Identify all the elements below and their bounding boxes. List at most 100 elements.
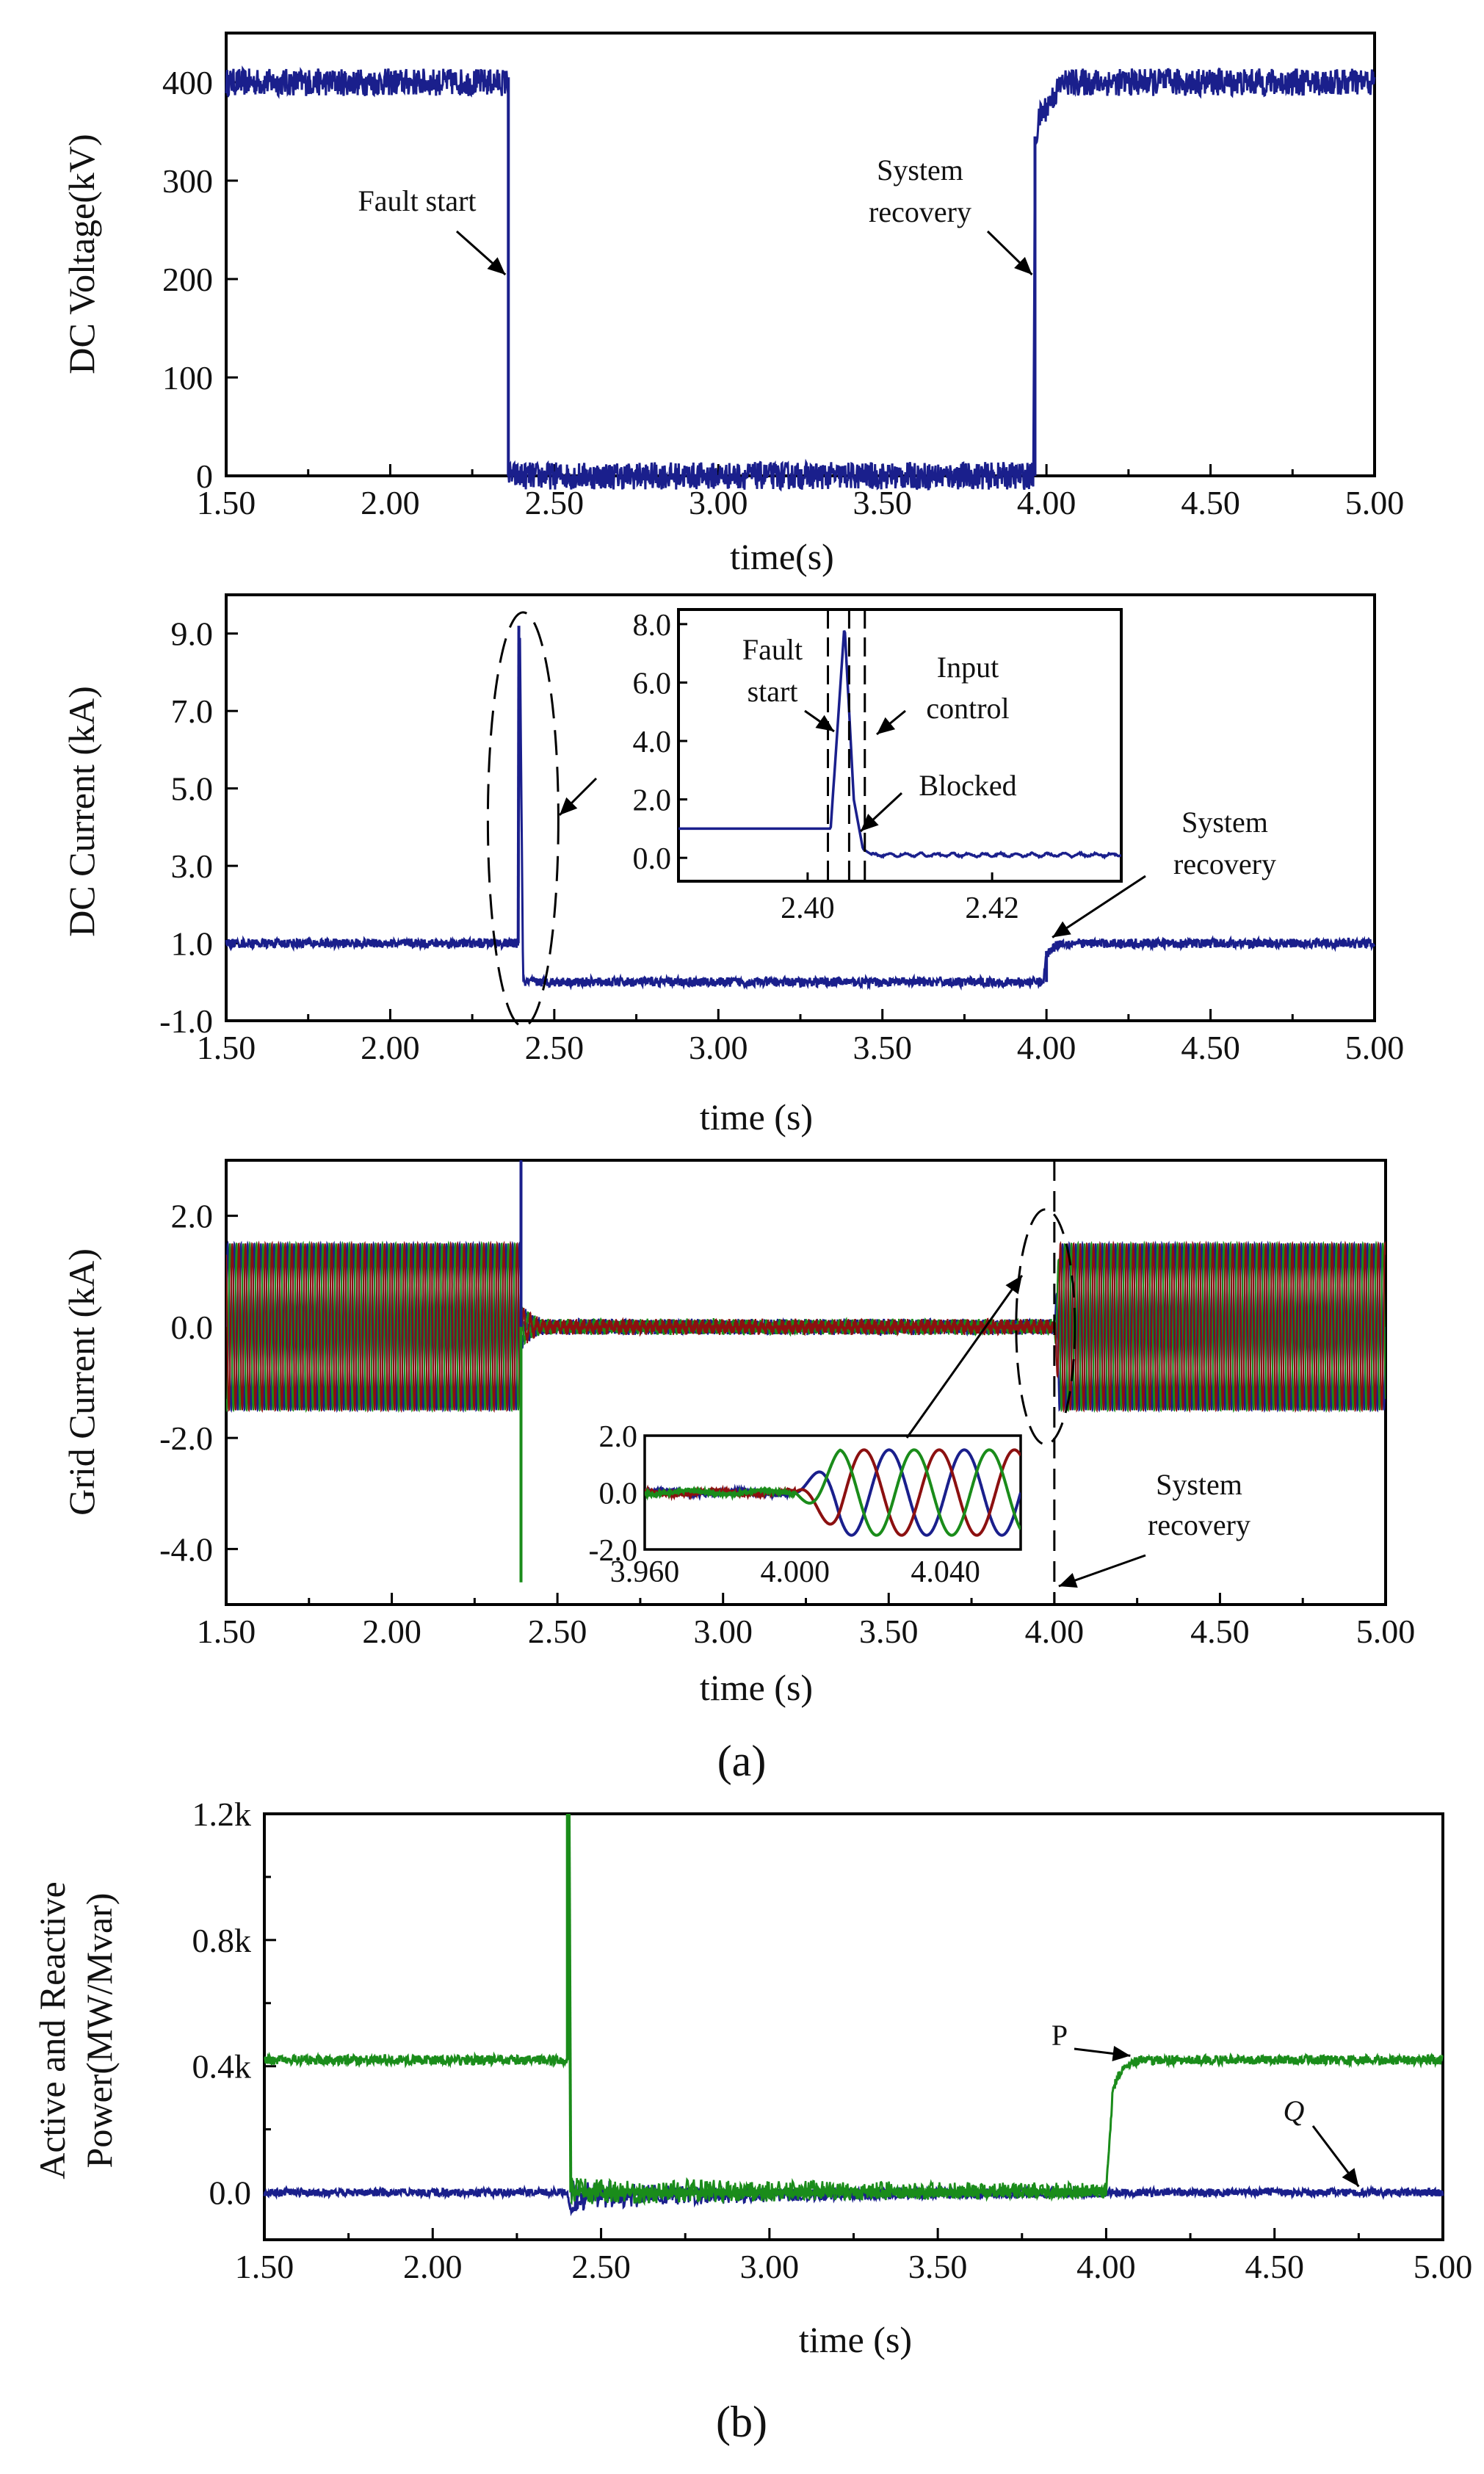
annotation-recovery-1: System bbox=[877, 153, 963, 187]
arrow-to-inset-head bbox=[1005, 1275, 1022, 1295]
x-tick-label: 3.50 bbox=[853, 1029, 912, 1066]
x-tick-label: 4.00 bbox=[1017, 1029, 1076, 1066]
sublabel-b: (b) bbox=[716, 2398, 767, 2446]
x-tick-label: 2.00 bbox=[362, 1613, 421, 1650]
x-tick-label: 1.50 bbox=[197, 1029, 256, 1066]
x-tick-label: 4.00 bbox=[1076, 2248, 1136, 2285]
inset-ann-fault-2: start bbox=[748, 675, 798, 708]
arrow-p-head bbox=[1112, 2045, 1131, 2062]
panel-p1: 1.50 2.00 2.50 3.00 3.50 4.00 4.50 5.00 0 100 200 3… bbox=[61, 32, 1405, 577]
inset-y-tick-label: 6.0 bbox=[633, 667, 672, 701]
y-tick-label: -2.0 bbox=[159, 1419, 213, 1457]
annotation-p: P bbox=[1052, 2019, 1068, 2052]
annotation-recovery-2: recovery bbox=[1148, 1508, 1250, 1541]
plot-frame bbox=[263, 1812, 1444, 2241]
x-tick-label: 3.50 bbox=[908, 2248, 968, 2285]
x-tick-label: 4.50 bbox=[1190, 1613, 1250, 1650]
x-axis-label: time (s) bbox=[799, 2319, 912, 2360]
sublabel-a: (a) bbox=[717, 1737, 767, 1785]
x-tick-label: 4.00 bbox=[1017, 484, 1076, 521]
arrow-recovery-head bbox=[1058, 1573, 1078, 1588]
x-tick-label: 3.00 bbox=[740, 2248, 800, 2285]
y-axis-label-2: Power(MW/Mvar) bbox=[79, 1893, 120, 2169]
panel-p4: 1.50 2.00 2.50 3.00 3.50 4.00 4.50 5.00 0.0 0.4k 0… bbox=[32, 1795, 1472, 2446]
y-axis-label: DC Current (kA) bbox=[61, 686, 102, 937]
inset-dc-current-line bbox=[678, 630, 1122, 860]
y-tick-label: 0.4k bbox=[192, 2048, 252, 2086]
dc-voltage-line bbox=[225, 65, 1376, 492]
inset-grid-current: -2.0 0.0 2.0 3.960 4.000 4.040 bbox=[589, 1420, 1022, 1589]
arrow-recovery-shaft bbox=[1052, 875, 1146, 938]
inset-y-tick-label: 4.0 bbox=[633, 726, 672, 759]
p-spike-fall bbox=[568, 1813, 573, 2193]
x-tick-label: 3.50 bbox=[853, 484, 912, 521]
plot-frame bbox=[225, 32, 1376, 477]
inset-x-tick-label: 3.960 bbox=[610, 1555, 680, 1589]
y-tick-label: -4.0 bbox=[159, 1530, 213, 1568]
x-tick-label: 1.50 bbox=[197, 1613, 256, 1650]
annotation-recovery-2: recovery bbox=[869, 195, 971, 228]
inset-arrow-fault-head bbox=[815, 715, 834, 731]
y-tick-label: 3.0 bbox=[171, 847, 214, 885]
arrow-q-head bbox=[1342, 2168, 1359, 2187]
y-tick-label: 1.2k bbox=[192, 1795, 252, 1833]
inset-dc-current: 0.0 2.0 4.0 6.0 8.0 2.40 2.42 Fault start Input co… bbox=[633, 608, 1123, 925]
grid-current-phase-c bbox=[226, 1240, 1386, 1413]
inset-x-tick-label: 4.040 bbox=[911, 1555, 980, 1589]
x-tick-label: 4.00 bbox=[1025, 1613, 1085, 1650]
x-tick-label: 5.00 bbox=[1356, 1613, 1416, 1650]
annotation-recovery-2: recovery bbox=[1173, 847, 1276, 880]
inset-y-tick-label: 2.0 bbox=[633, 784, 672, 818]
y-tick-label: -1.0 bbox=[159, 1002, 213, 1040]
inset-y-tick-label: 0.0 bbox=[599, 1477, 638, 1511]
y-tick-label: 400 bbox=[162, 64, 213, 101]
annotation-recovery-1: System bbox=[1156, 1468, 1242, 1501]
y-tick-label: 2.0 bbox=[171, 1198, 214, 1235]
dc-current-line bbox=[225, 637, 1376, 991]
x-tick-label: 4.50 bbox=[1245, 2248, 1304, 2285]
y-tick-label: 7.0 bbox=[171, 692, 214, 730]
inset-y-tick-label: 0.0 bbox=[633, 842, 672, 876]
annotation-fault-start: Fault start bbox=[358, 184, 476, 217]
arrow-fault-head bbox=[487, 257, 506, 275]
x-tick-label: 4.50 bbox=[1181, 484, 1240, 521]
x-tick-label: 1.50 bbox=[235, 2248, 294, 2285]
y-tick-label: 0 bbox=[196, 457, 213, 495]
y-tick-label: 0.0 bbox=[209, 2174, 252, 2212]
inset-x-tick-label: 4.000 bbox=[761, 1555, 830, 1589]
p-line bbox=[264, 1854, 1444, 2201]
y-tick-label: 200 bbox=[162, 261, 213, 298]
x-tick-label: 2.00 bbox=[403, 2248, 463, 2285]
y-tick-label: 100 bbox=[162, 359, 213, 397]
x-tick-label: 4.50 bbox=[1181, 1029, 1240, 1066]
x-tick-label: 2.50 bbox=[525, 484, 584, 521]
x-tick-label: 2.00 bbox=[361, 484, 420, 521]
x-tick-label: 2.50 bbox=[571, 2248, 631, 2285]
recovery-ellipse bbox=[1015, 1208, 1076, 1446]
y-axis-label: DC Voltage(kV) bbox=[61, 134, 102, 374]
x-tick-label: 2.50 bbox=[525, 1029, 584, 1066]
inset-ann-blocked: Blocked bbox=[919, 769, 1016, 802]
arrow-recovery-head bbox=[1052, 921, 1071, 938]
annotation-recovery-1: System bbox=[1181, 806, 1268, 839]
inset-ann-input-2: control bbox=[926, 692, 1009, 725]
arrow-recovery-head bbox=[1014, 256, 1032, 275]
x-tick-label: 2.50 bbox=[528, 1613, 587, 1650]
inset-ann-fault-1: Fault bbox=[742, 633, 803, 666]
arrow-to-inset-shaft bbox=[905, 1275, 1024, 1439]
x-tick-label: 3.00 bbox=[689, 1029, 748, 1066]
x-tick-label: 5.00 bbox=[1345, 1029, 1405, 1066]
p-fault-oscillation bbox=[570, 2177, 1107, 2207]
inset-phase-b bbox=[645, 1448, 1021, 1537]
y-axis-label: Grid Current (kA) bbox=[61, 1248, 102, 1516]
panel-p2: 1.50 2.00 2.50 3.00 3.50 4.00 4.50 5.00 -1.0 1.0 3… bbox=[61, 593, 1405, 1137]
x-tick-label: 5.00 bbox=[1345, 484, 1405, 521]
y-axis-label-1: Active and Reactive bbox=[32, 1881, 73, 2179]
x-tick-label: 1.50 bbox=[197, 484, 256, 521]
x-tick-label: 3.50 bbox=[859, 1613, 919, 1650]
y-tick-label: 9.0 bbox=[171, 615, 214, 653]
x-tick-label: 3.00 bbox=[689, 484, 748, 521]
x-tick-label: 5.00 bbox=[1414, 2248, 1473, 2285]
inset-y-tick-label: -2.0 bbox=[589, 1534, 638, 1568]
